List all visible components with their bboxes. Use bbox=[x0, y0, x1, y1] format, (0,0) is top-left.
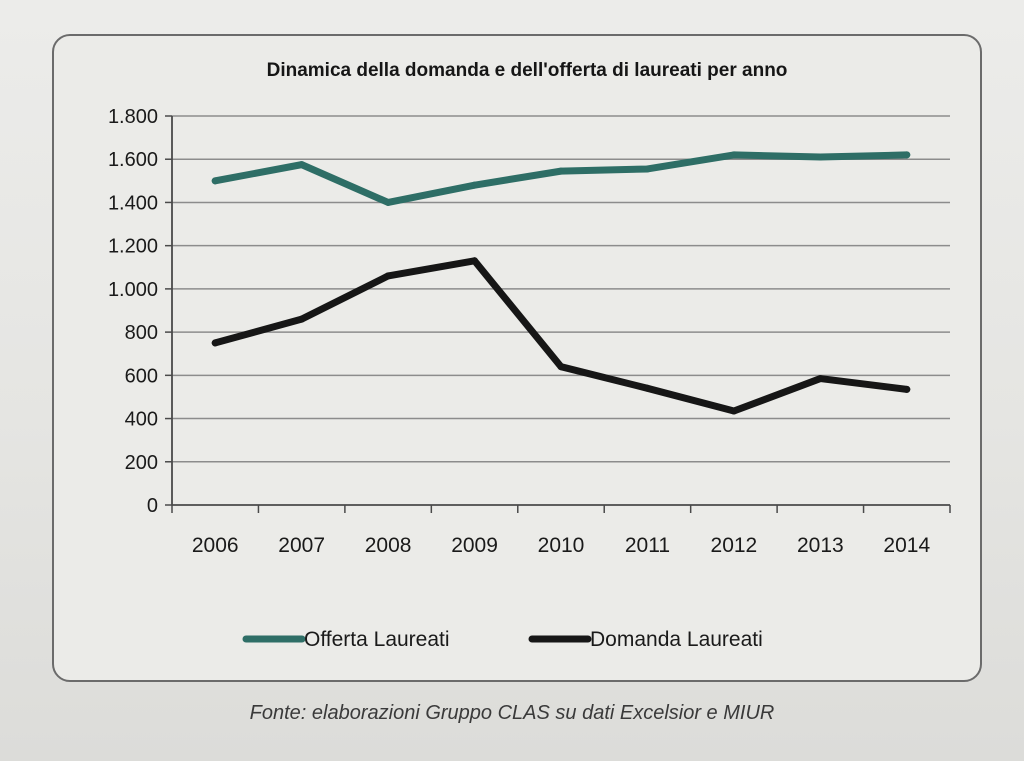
y-tick-label: 400 bbox=[125, 409, 158, 431]
x-tick-label-2013: 2013 bbox=[797, 534, 844, 557]
data-point-domanda-laureati-2010 bbox=[557, 363, 565, 371]
y-tick-label: 200 bbox=[125, 452, 158, 474]
series-line-domanda-laureati bbox=[211, 257, 911, 415]
data-point-offerta-laureati-2006 bbox=[211, 177, 219, 185]
data-point-domanda-laureati-2007 bbox=[298, 315, 306, 323]
x-tick-label-2006: 2006 bbox=[192, 534, 239, 557]
gridlines bbox=[172, 115, 950, 463]
x-tick-label-2014: 2014 bbox=[883, 534, 930, 557]
x-tick-label-2007: 2007 bbox=[278, 534, 325, 557]
source-caption: Fonte: elaborazioni Gruppo CLAS su dati … bbox=[249, 702, 775, 724]
data-point-domanda-laureati-2006 bbox=[211, 339, 219, 347]
y-tick-label: 1.200 bbox=[108, 236, 158, 258]
x-tick-label-2010: 2010 bbox=[538, 534, 585, 557]
data-point-offerta-laureati-2012 bbox=[730, 151, 738, 159]
data-point-domanda-laureati-2009 bbox=[471, 257, 479, 265]
chart-title: Dinamica della domanda e dell'offerta di… bbox=[267, 60, 788, 81]
data-point-offerta-laureati-2013 bbox=[816, 153, 824, 161]
series-lines bbox=[211, 151, 911, 415]
y-tick-label: 1.400 bbox=[108, 192, 158, 214]
data-point-offerta-laureati-2011 bbox=[643, 165, 651, 173]
data-point-domanda-laureati-2008 bbox=[384, 272, 392, 280]
data-point-offerta-laureati-2014 bbox=[903, 151, 911, 159]
x-tick-label-2011: 2011 bbox=[625, 534, 670, 557]
y-tick-label: 1.600 bbox=[108, 149, 158, 171]
axes bbox=[165, 115, 951, 513]
y-tick-label: 800 bbox=[125, 322, 158, 344]
y-tick-label: 600 bbox=[125, 365, 158, 387]
y-tick-label: 1.000 bbox=[108, 279, 158, 301]
series-line-offerta-laureati bbox=[211, 151, 911, 206]
data-point-offerta-laureati-2009 bbox=[471, 181, 479, 189]
y-tick-label: 0 bbox=[147, 495, 158, 517]
data-point-domanda-laureati-2012 bbox=[730, 407, 738, 415]
legend-item-domanda-laureati: Domanda Laureati bbox=[528, 628, 763, 651]
data-point-offerta-laureati-2010 bbox=[557, 167, 565, 175]
data-point-domanda-laureati-2011 bbox=[643, 384, 651, 392]
legend: Offerta Laureati Domanda Laureati bbox=[242, 628, 763, 651]
legend-item-offerta-laureati: Offerta Laureati bbox=[242, 628, 450, 651]
data-point-domanda-laureati-2013 bbox=[816, 375, 824, 383]
x-tick-label-2009: 2009 bbox=[451, 534, 498, 557]
x-tick-label-2012: 2012 bbox=[711, 534, 758, 557]
y-axis-tick-labels: 0 200 400 600 800 1.000 1.200 1.400 1.600 1.800 bbox=[108, 106, 158, 517]
legend-label: Domanda Laureati bbox=[590, 628, 763, 651]
x-tick-label-2008: 2008 bbox=[365, 534, 412, 557]
chart-frame bbox=[52, 34, 982, 682]
data-point-offerta-laureati-2008 bbox=[384, 198, 392, 206]
x-axis-tick-labels: 2006 2007 2008 2009 2010 2011 2012 2013 2014 bbox=[192, 534, 931, 557]
data-point-domanda-laureati-2014 bbox=[903, 385, 911, 393]
y-tick-label: 1.800 bbox=[108, 106, 158, 128]
legend-label: Offerta Laureati bbox=[304, 628, 450, 651]
data-point-offerta-laureati-2007 bbox=[298, 161, 306, 169]
